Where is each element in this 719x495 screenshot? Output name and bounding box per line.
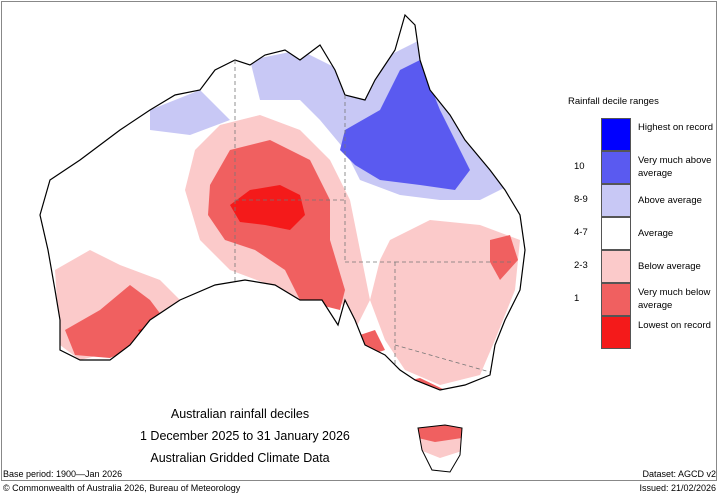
copyright: © Commonwealth of Australia 2026, Bureau… xyxy=(3,483,241,493)
legend-decile: 1 xyxy=(574,293,580,304)
issued-date: Issued: 21/02/2026 xyxy=(639,483,716,493)
legend-label: Below average xyxy=(638,261,701,272)
below-average-east xyxy=(370,220,520,385)
legend-swatch xyxy=(601,250,631,283)
very-much-above-average-qld xyxy=(340,60,470,190)
legend-title: Rainfall decile ranges xyxy=(568,96,659,107)
legend-decile: 2-3 xyxy=(574,260,588,271)
very-much-below-average-east xyxy=(490,235,518,280)
map-frame xyxy=(1,1,717,481)
legend-swatch xyxy=(601,184,631,217)
legend-label: Very much below average xyxy=(638,287,711,311)
legend-label: Highest on record xyxy=(638,122,713,133)
legend-label: Very much above average xyxy=(638,155,712,179)
mainland-deciles xyxy=(55,40,520,390)
dataset: Dataset: AGCD v2 xyxy=(642,469,716,479)
legend-swatch xyxy=(601,316,631,349)
map-source: Australian Gridded Climate Data xyxy=(150,451,330,465)
tasmania xyxy=(417,424,463,473)
legend-decile: 10 xyxy=(574,161,585,172)
legend-swatch xyxy=(601,217,631,250)
legend-decile: 8-9 xyxy=(574,194,588,205)
legend-swatch xyxy=(601,151,631,184)
legend-swatch xyxy=(601,283,631,316)
legend-item: Lowest on record xyxy=(568,316,718,349)
base-period: Base period: 1900—Jan 2026 xyxy=(3,469,123,479)
australia-coastline xyxy=(39,13,526,391)
legend-swatch xyxy=(601,118,631,151)
very-much-below-average-sa-gulf xyxy=(360,330,385,355)
map-period: 1 December 2025 to 31 January 2026 xyxy=(140,429,350,443)
legend-item: 8-9 Above average xyxy=(568,184,718,217)
legend-item: 4-7 Average xyxy=(568,217,718,250)
legend-decile: 4-7 xyxy=(574,227,588,238)
map-title: Australian rainfall deciles xyxy=(170,407,310,421)
above-average-west xyxy=(150,90,230,135)
legend-label: Average xyxy=(638,228,674,239)
legend-label: Lowest on record xyxy=(638,320,711,331)
legend-label: Above average xyxy=(638,195,702,206)
state-borders xyxy=(234,60,512,373)
lowest-on-record-central xyxy=(230,185,305,230)
legend-item: 1 Very much below average xyxy=(568,283,718,316)
legend-item: 10 Very much above average xyxy=(568,151,718,184)
legend-item: Highest on record xyxy=(568,118,718,151)
legend-item: 2-3 Below average xyxy=(568,250,718,283)
